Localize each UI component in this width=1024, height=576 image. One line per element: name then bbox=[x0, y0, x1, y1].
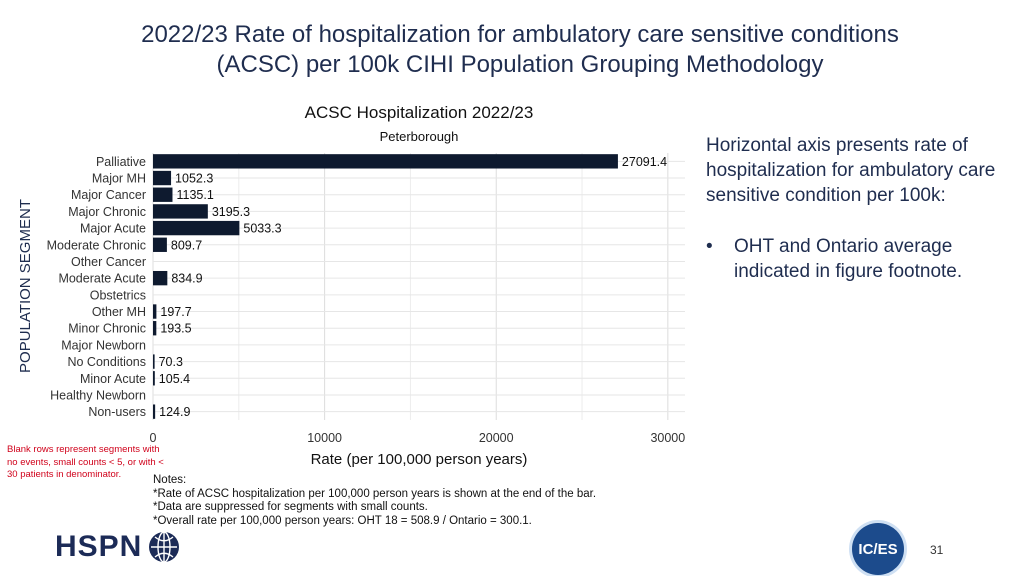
x-tick-label: 20000 bbox=[479, 431, 514, 445]
y-tick-label: Other MH bbox=[92, 305, 146, 319]
side-text: Horizontal axis presents rate of hospita… bbox=[706, 135, 996, 206]
slide-title: 2022/23 Rate of hospitalization for ambu… bbox=[60, 20, 980, 80]
bar-value-label: 193.5 bbox=[160, 322, 191, 336]
blank-rows-note: Blank rows represent segments with no ev… bbox=[7, 444, 164, 480]
bar-value-label: 1052.3 bbox=[175, 172, 213, 186]
y-tick-label: Major Chronic bbox=[68, 205, 146, 219]
chart-title: ACSC Hospitalization 2022/23 bbox=[305, 103, 534, 122]
bar-value-label: 27091.4 bbox=[622, 155, 667, 169]
bar bbox=[153, 204, 208, 219]
chart-subtitle: Peterborough bbox=[380, 129, 459, 144]
bar bbox=[153, 354, 155, 369]
bar-value-label: 5033.3 bbox=[243, 222, 281, 236]
side-bullet-text: OHT and Ontario average indicated in fig… bbox=[734, 236, 963, 282]
y-tick-label: Healthy Newborn bbox=[50, 388, 146, 402]
y-tick-label: Other Cancer bbox=[71, 255, 146, 269]
x-tick-label: 30000 bbox=[650, 431, 685, 445]
notes-heading: Notes: bbox=[153, 474, 187, 486]
bar bbox=[153, 220, 240, 236]
bar bbox=[153, 154, 618, 169]
slide-title-line-1: 2022/23 Rate of hospitalization for ambu… bbox=[141, 21, 899, 48]
bar bbox=[153, 237, 167, 252]
side-text-panel: Horizontal axis presents rate of hospita… bbox=[706, 133, 1006, 284]
y-tick-label: Moderate Acute bbox=[58, 272, 146, 286]
bar bbox=[153, 404, 156, 419]
side-bullet: • OHT and Ontario average indicated in f… bbox=[706, 234, 1006, 284]
hspn-logo-text: HSPN bbox=[55, 530, 143, 563]
note-suppressed: *Data are suppressed for segments with s… bbox=[153, 501, 428, 513]
y-tick-label: Major Acute bbox=[80, 222, 146, 236]
y-tick-label: Obstetrics bbox=[90, 288, 146, 302]
bar bbox=[153, 304, 157, 319]
bar-value-label: 809.7 bbox=[171, 238, 202, 252]
slide-title-line-2: (ACSC) per 100k CIHI Population Grouping… bbox=[216, 51, 824, 78]
bar-value-label: 3195.3 bbox=[212, 205, 250, 219]
bar-value-label: 70.3 bbox=[159, 355, 183, 369]
bar bbox=[153, 170, 172, 186]
hspn-logo: HSPN bbox=[55, 530, 180, 564]
y-tick-label: Palliative bbox=[96, 155, 146, 169]
bar-value-label: 105.4 bbox=[159, 372, 190, 386]
y-tick-label: Major MH bbox=[92, 172, 146, 186]
y-tick-label: No Conditions bbox=[67, 355, 146, 369]
bar-value-label: 1135.1 bbox=[176, 188, 213, 202]
footnotes: Notes: *Rate of ACSC hospitalization per… bbox=[153, 474, 713, 528]
x-tick-label: 0 bbox=[150, 431, 157, 445]
ices-logo: IC/ES bbox=[852, 523, 904, 575]
y-axis-title: POPULATION SEGMENT bbox=[17, 199, 34, 373]
note-overall-rate: *Overall rate per 100,000 person years: … bbox=[153, 514, 532, 527]
bar bbox=[153, 187, 173, 202]
bar bbox=[153, 321, 157, 336]
note-rate: *Rate of ACSC hospitalization per 100,00… bbox=[153, 487, 597, 500]
bar-chart: ACSC Hospitalization 2022/23 Peterborough… bbox=[17, 103, 685, 468]
y-tick-label: Minor Chronic bbox=[68, 322, 146, 336]
x-tick-label: 10000 bbox=[307, 431, 342, 445]
y-tick-label: Major Newborn bbox=[61, 338, 146, 352]
bar bbox=[153, 371, 155, 386]
bar-value-label: 834.9 bbox=[171, 272, 202, 286]
page-number: 31 bbox=[930, 543, 944, 557]
y-tick-label: Non-users bbox=[88, 405, 146, 419]
bar bbox=[153, 270, 168, 286]
globe-icon bbox=[149, 531, 180, 563]
y-tick-label: Minor Acute bbox=[80, 372, 146, 386]
y-tick-label: Moderate Chronic bbox=[47, 238, 146, 252]
y-tick-label: Major Cancer bbox=[71, 188, 146, 202]
bar-value-label: 197.7 bbox=[160, 305, 191, 319]
bullet-icon: • bbox=[706, 236, 713, 257]
bar-value-label: 124.9 bbox=[159, 405, 190, 419]
x-axis-title: Rate (per 100,000 person years) bbox=[311, 451, 528, 468]
